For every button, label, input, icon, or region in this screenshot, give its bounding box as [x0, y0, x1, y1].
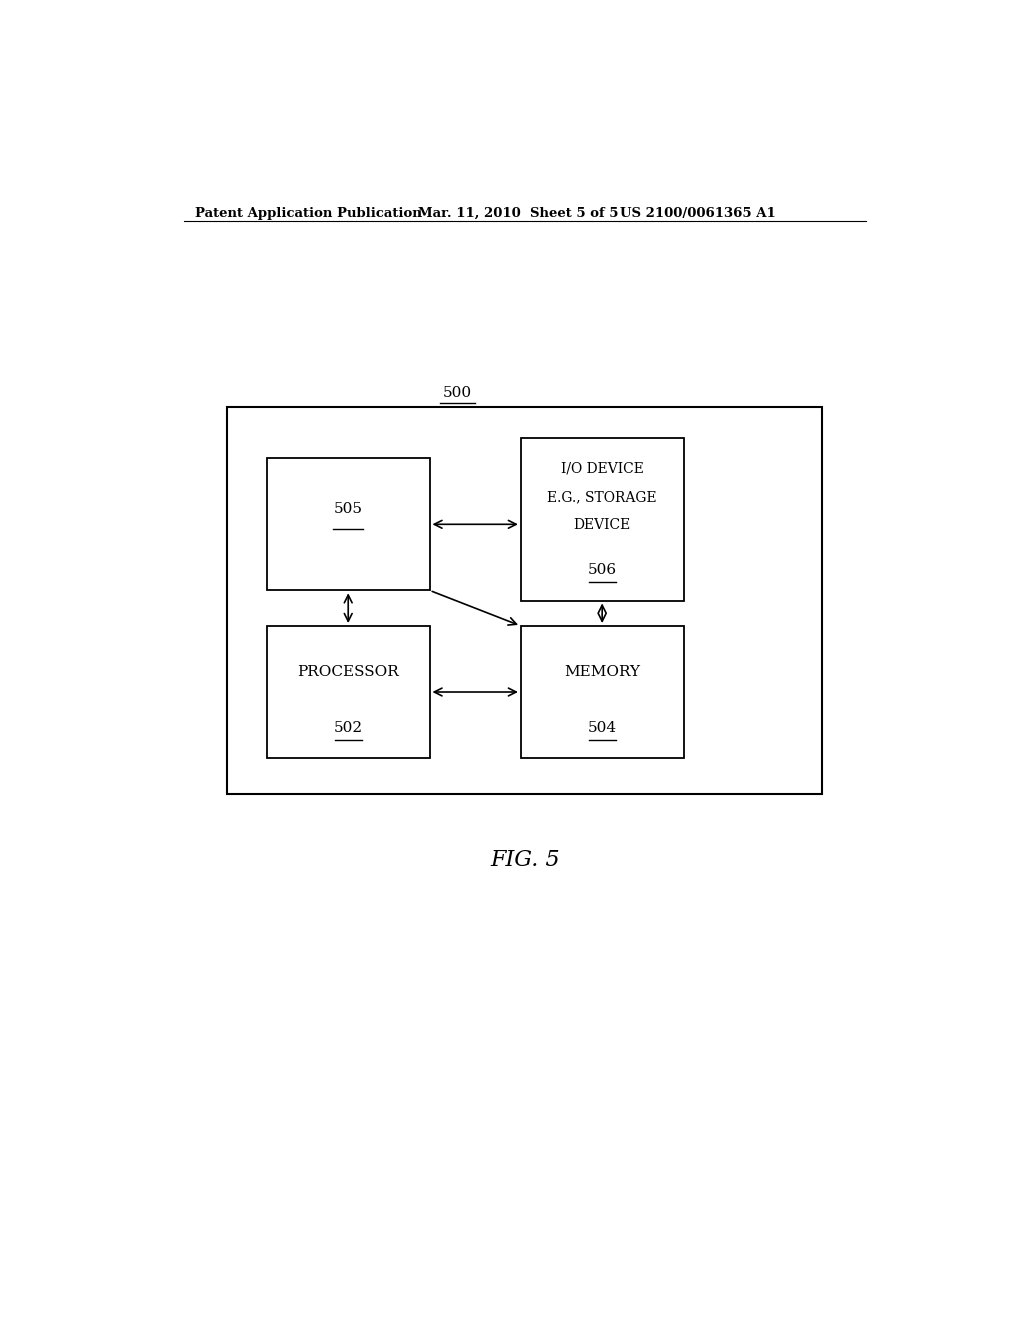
- Text: DEVICE: DEVICE: [573, 519, 631, 532]
- Bar: [521, 438, 684, 601]
- Text: I/O DEVICE: I/O DEVICE: [561, 462, 644, 475]
- Text: 502: 502: [334, 721, 362, 735]
- Bar: [267, 458, 430, 590]
- Text: Patent Application Publication: Patent Application Publication: [196, 207, 422, 220]
- Text: 504: 504: [588, 721, 616, 735]
- Text: PROCESSOR: PROCESSOR: [297, 665, 399, 678]
- Text: MEMORY: MEMORY: [564, 665, 640, 678]
- Text: 500: 500: [442, 387, 472, 400]
- Bar: [521, 626, 684, 758]
- Text: US 2100/0061365 A1: US 2100/0061365 A1: [620, 207, 776, 220]
- Bar: [227, 408, 822, 793]
- Text: FIG. 5: FIG. 5: [490, 849, 559, 871]
- Bar: [267, 626, 430, 758]
- Text: E.G., STORAGE: E.G., STORAGE: [548, 490, 657, 504]
- Text: 505: 505: [334, 502, 362, 516]
- Text: Mar. 11, 2010  Sheet 5 of 5: Mar. 11, 2010 Sheet 5 of 5: [418, 207, 618, 220]
- Text: 506: 506: [588, 564, 616, 577]
